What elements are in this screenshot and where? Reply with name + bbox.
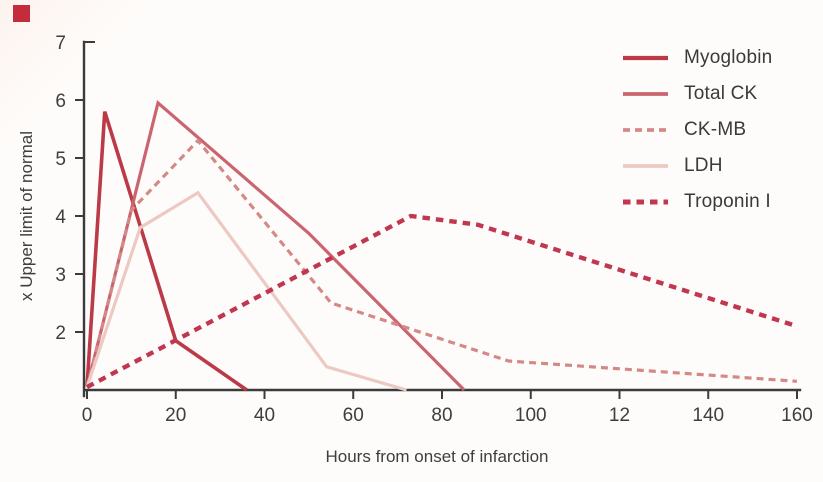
series-line-myoglobin: [85, 111, 248, 392]
x-tick-label: 100: [515, 405, 547, 426]
y-axis-title: x Upper limit of normal: [17, 131, 36, 301]
corner-marker: [13, 5, 30, 22]
legend-item-troponin-i: Troponin I: [622, 184, 812, 220]
legend-label: Troponin I: [684, 191, 771, 212]
legend-line-swatch: [623, 55, 668, 61]
series-line-ldh: [85, 190, 407, 392]
legend-line-swatch: [623, 164, 668, 168]
legend: Myoglobin Total CK CK-MB LDH Troponin I: [622, 40, 812, 220]
x-tick-label: 160: [781, 405, 813, 426]
legend-item-ldh: LDH: [622, 148, 812, 184]
series-line-troponin-i: [85, 213, 798, 390]
x-tick-label: 80: [431, 405, 452, 426]
y-tick-label: 7: [55, 33, 66, 54]
x-tick-label: 20: [165, 405, 186, 426]
series-line-total-ck: [85, 99, 466, 392]
legend-label: LDH: [684, 155, 723, 176]
axis-tick-labels: 0 20 40 60 80 100 12 140 160 7 6 5 4 3 2: [55, 33, 812, 426]
series-line-ck-mb: [85, 138, 798, 388]
x-tick-label: 40: [254, 405, 275, 426]
x-tick-label: 12: [609, 405, 630, 426]
y-tick-label: 5: [55, 149, 66, 170]
legend-item-ck-mb: CK-MB: [622, 112, 812, 148]
legend-label: Myoglobin: [684, 47, 773, 68]
legend-item-total-ck: Total CK: [622, 76, 812, 112]
legend-line-swatch: [623, 128, 668, 132]
legend-label: CK-MB: [684, 119, 747, 140]
x-tick-label: 0: [82, 405, 93, 426]
legend-item-myoglobin: Myoglobin: [622, 40, 812, 76]
legend-label: Total CK: [684, 83, 758, 104]
plot-lines: [85, 99, 798, 392]
legend-line-swatch: [623, 92, 668, 96]
legend-line-swatch: [623, 199, 668, 205]
x-axis-title: Hours from onset of infarction: [326, 447, 549, 466]
x-tick-label: 140: [692, 405, 724, 426]
x-tick-label: 60: [343, 405, 364, 426]
axis-ticks: [75, 41, 798, 399]
y-tick-label: 4: [55, 207, 66, 228]
y-tick-label: 3: [55, 265, 66, 286]
y-tick-label: 6: [55, 91, 66, 112]
y-tick-label: 2: [55, 323, 66, 344]
